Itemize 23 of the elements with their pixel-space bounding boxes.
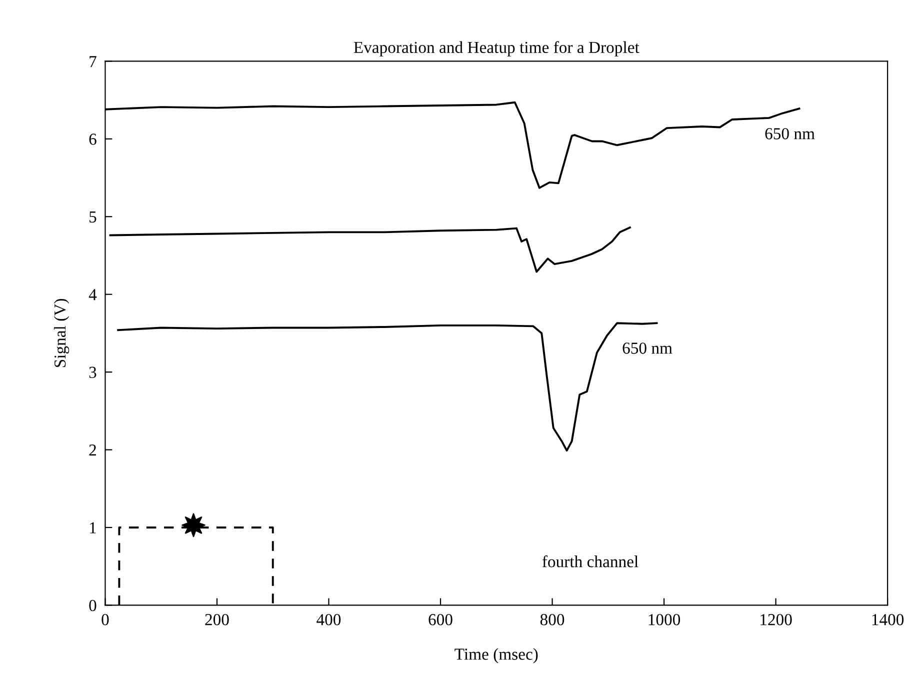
series-label: 650 nm (765, 128, 815, 140)
x-tick-label: 1200 (760, 614, 792, 626)
chart-title: Evaporation and Heatup time for a Droplet (354, 41, 640, 56)
line-series (109, 226, 631, 273)
x-tick-label: 1000 (648, 614, 680, 626)
y-tick-label: 5 (90, 211, 96, 223)
x-tick-label: 200 (205, 614, 229, 626)
series-label: 650 nm (622, 342, 672, 354)
y-tick-label: 3 (89, 366, 96, 378)
x-tick-label: 1400 (872, 614, 904, 626)
x-tick-label: 400 (316, 614, 341, 626)
y-tick-label: 1 (90, 522, 96, 534)
y-tick-label: 6 (89, 134, 96, 145)
x-tick-label: 600 (428, 614, 452, 626)
x-tick-label: 800 (540, 614, 564, 626)
x-axis-title: Time (msec) (454, 648, 538, 664)
y-axis-title: Signal (V) (54, 298, 70, 368)
y-tick-label: 7 (90, 56, 96, 67)
y-tick-label: 0 (89, 600, 96, 612)
annotation: fourth channel (542, 555, 638, 568)
y-tick-label: 2 (89, 444, 96, 456)
y-tick-label: 4 (88, 289, 97, 300)
x-tick-label: 0 (102, 614, 109, 626)
